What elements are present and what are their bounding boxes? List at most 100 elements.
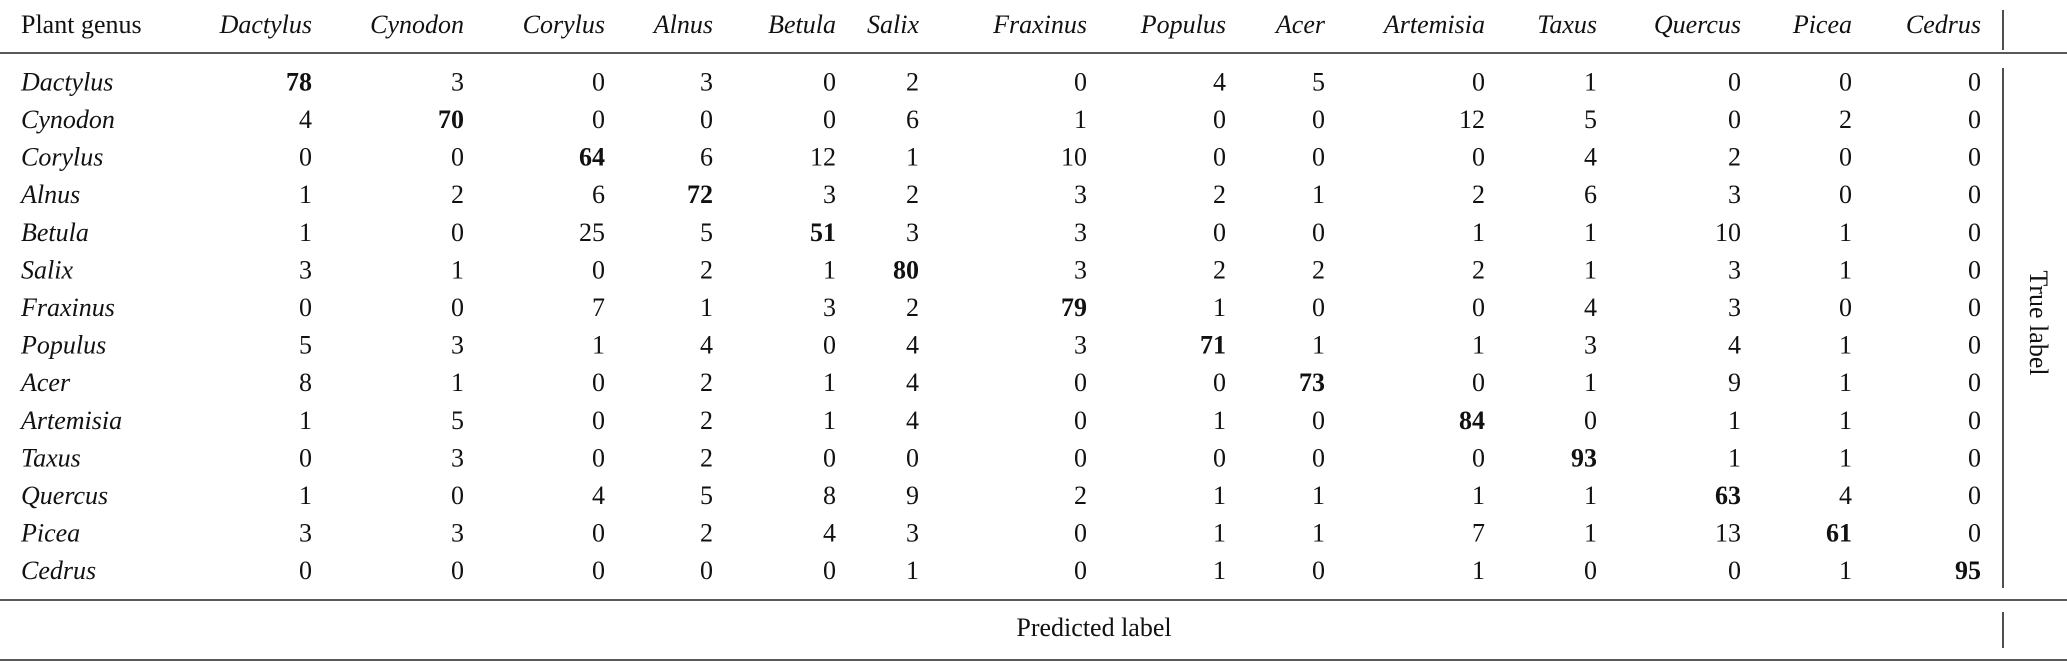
cell: 0 <box>1312 143 1325 172</box>
cell: 7 <box>592 293 605 322</box>
row-label: Betula <box>21 218 89 247</box>
cell: 0 <box>1312 443 1325 472</box>
cell: 2 <box>1074 481 1087 510</box>
cell: 1 <box>1472 218 1485 247</box>
cell: 70 <box>438 105 464 134</box>
cell: 6 <box>906 105 919 134</box>
cell: 3 <box>823 293 836 322</box>
cell: 63 <box>1715 481 1741 510</box>
cell: 0 <box>451 143 464 172</box>
cell: 1 <box>1584 519 1597 548</box>
cell: 4 <box>906 406 919 435</box>
cell: 5 <box>700 218 713 247</box>
cell: 1 <box>1839 556 1852 585</box>
cell: 9 <box>1728 368 1741 397</box>
row-label: Cedrus <box>21 556 96 585</box>
cell: 2 <box>700 255 713 284</box>
row-label: Cynodon <box>21 105 115 134</box>
cell: 5 <box>299 331 312 360</box>
cell: 1 <box>451 255 464 284</box>
header-cell: Cynodon <box>370 10 464 39</box>
cell: 2 <box>1839 105 1852 134</box>
cell: 0 <box>1968 180 1981 209</box>
cell: 0 <box>1968 143 1981 172</box>
cell: 1 <box>1584 368 1597 397</box>
cell: 0 <box>1213 218 1226 247</box>
cell: 4 <box>1728 331 1741 360</box>
cell: 95 <box>1955 556 1981 585</box>
cell: 2 <box>1472 255 1485 284</box>
cell: 64 <box>579 143 605 172</box>
header-cell: Picea <box>1792 10 1852 39</box>
cell: 0 <box>451 218 464 247</box>
cell: 1 <box>592 331 605 360</box>
cell: 0 <box>1074 67 1087 96</box>
cell: 0 <box>700 556 713 585</box>
cell: 0 <box>299 143 312 172</box>
cell: 6 <box>592 180 605 209</box>
cell: 1 <box>700 293 713 322</box>
cell: 0 <box>1728 556 1741 585</box>
cell: 0 <box>1728 105 1741 134</box>
header-cell: Fraxinus <box>992 10 1087 39</box>
cell: 3 <box>1584 331 1597 360</box>
row-label: Taxus <box>21 443 81 472</box>
cell: 0 <box>1074 519 1087 548</box>
cell: 0 <box>1472 443 1485 472</box>
header-cell: Artemisia <box>1382 10 1485 39</box>
cell: 0 <box>1968 67 1981 96</box>
cell: 1 <box>1213 519 1226 548</box>
cell: 0 <box>451 293 464 322</box>
cell: 3 <box>823 180 836 209</box>
cell: 0 <box>451 481 464 510</box>
cell: 1 <box>1213 556 1226 585</box>
cell: 0 <box>1968 218 1981 247</box>
cell: 0 <box>592 67 605 96</box>
cell: 0 <box>1312 556 1325 585</box>
cell: 4 <box>1584 143 1597 172</box>
cell: 0 <box>1312 105 1325 134</box>
header-cell: Alnus <box>652 10 713 39</box>
cell: 3 <box>451 519 464 548</box>
cell: 0 <box>1074 556 1087 585</box>
header-cell: Dactylus <box>219 10 312 39</box>
cell: 0 <box>823 67 836 96</box>
cell: 3 <box>906 519 919 548</box>
cell: 1 <box>1839 218 1852 247</box>
cell: 2 <box>700 368 713 397</box>
cell: 0 <box>1074 406 1087 435</box>
cell: 1 <box>1839 255 1852 284</box>
cell: 1 <box>1472 556 1485 585</box>
cell: 6 <box>1584 180 1597 209</box>
cell: 1 <box>823 406 836 435</box>
header-cell: Cedrus <box>1906 10 1981 39</box>
cell: 2 <box>906 67 919 96</box>
cell: 3 <box>1728 180 1741 209</box>
cell: 0 <box>1968 368 1981 397</box>
x-label: Predicted label <box>1016 613 1171 642</box>
cell: 12 <box>810 143 836 172</box>
cell: 3 <box>700 67 713 96</box>
cell: 3 <box>1074 180 1087 209</box>
cell: 1 <box>451 368 464 397</box>
cell: 2 <box>700 443 713 472</box>
cell: 4 <box>299 105 312 134</box>
row-label: Picea <box>20 519 80 548</box>
cell: 5 <box>700 481 713 510</box>
cell: 4 <box>1213 67 1226 96</box>
cell: 1 <box>1728 406 1741 435</box>
cell: 0 <box>906 443 919 472</box>
cell: 2 <box>1472 180 1485 209</box>
cell: 1 <box>1213 293 1226 322</box>
cell: 0 <box>700 105 713 134</box>
header-cell: Salix <box>867 10 919 39</box>
cell: 1 <box>1839 406 1852 435</box>
cell: 1 <box>1584 218 1597 247</box>
cell: 4 <box>906 368 919 397</box>
row-label: Populus <box>20 331 106 360</box>
cell: 0 <box>1839 67 1852 96</box>
header-cell: Betula <box>768 10 836 39</box>
cell: 0 <box>1968 519 1981 548</box>
cell: 9 <box>906 481 919 510</box>
cell: 1 <box>1312 180 1325 209</box>
